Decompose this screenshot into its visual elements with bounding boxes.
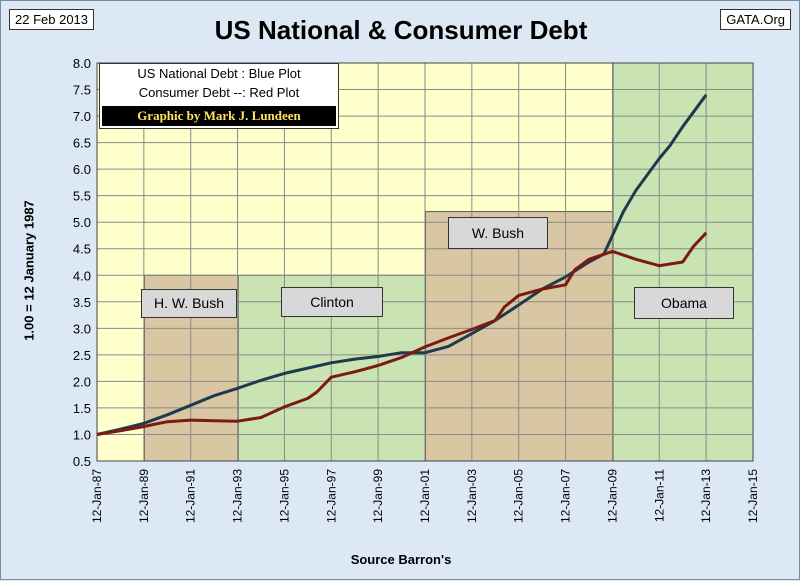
x-tick-label: 12-Jan-87 xyxy=(90,469,104,523)
y-tick-label: 8.0 xyxy=(73,56,91,71)
y-tick-label: 5.5 xyxy=(73,189,91,204)
y-tick-label: 4.5 xyxy=(73,242,91,257)
consumer-debt-line xyxy=(96,231,708,436)
y-tick-label: 1.0 xyxy=(73,427,91,442)
y-tick-label: 1.5 xyxy=(73,401,91,416)
legend-national-debt: US National Debt : Blue Plot xyxy=(137,66,301,81)
y-tick-label: 5.0 xyxy=(73,215,91,230)
period-label-clinton: Clinton xyxy=(281,287,383,317)
y-tick-label: 7.0 xyxy=(73,109,91,124)
y-tick-label: 7.5 xyxy=(73,83,91,98)
y-tick-label: 3.0 xyxy=(73,321,91,336)
graphic-credit: Graphic by Mark J. Lundeen xyxy=(102,106,336,126)
legend-box: US National Debt : Blue Plot Consumer De… xyxy=(99,63,339,129)
period-label-obama: Obama xyxy=(634,287,734,319)
x-tick-label: 12-Jan-03 xyxy=(465,469,479,523)
x-tick-label: 12-Jan-91 xyxy=(184,469,198,523)
x-tick-label: 12-Jan-13 xyxy=(699,469,713,523)
x-tick-label: 12-Jan-99 xyxy=(371,469,385,523)
x-axis-label: Source Barron's xyxy=(350,552,452,567)
x-tick-label: 12-Jan-01 xyxy=(418,469,432,523)
x-tick-label: 12-Jan-15 xyxy=(746,469,760,523)
y-tick-label: 3.5 xyxy=(73,295,91,310)
x-tick-label: 12-Jan-11 xyxy=(652,469,666,522)
y-tick-label: 4.0 xyxy=(73,268,91,283)
x-tick-label: 12-Jan-09 xyxy=(605,469,619,523)
legend-consumer-debt: Consumer Debt --: Red Plot xyxy=(138,85,300,100)
x-tick-label: 12-Jan-95 xyxy=(277,469,291,523)
plot-border xyxy=(96,62,754,462)
source-tag: GATA.Org xyxy=(720,9,791,30)
x-tick-label: 12-Jan-07 xyxy=(559,469,573,523)
period-label-hw-bush: H. W. Bush xyxy=(141,289,237,318)
y-tick-label: 2.5 xyxy=(73,348,91,363)
national-debt-line xyxy=(96,93,708,436)
x-tick-label: 12-Jan-97 xyxy=(324,469,338,523)
date-tag: 22 Feb 2013 xyxy=(9,9,95,30)
x-tick-label: 12-Jan-93 xyxy=(231,469,245,523)
x-tick-label: 12-Jan-89 xyxy=(137,469,151,523)
y-axis-label: 1.00 = 12 January 1987 xyxy=(21,200,37,341)
y-tick-label: 6.0 xyxy=(73,162,91,177)
y-tick-label: 2.0 xyxy=(73,374,91,389)
chart-title: US National & Consumer Debt xyxy=(214,15,588,45)
period-label-w-bush: W. Bush xyxy=(448,217,548,249)
x-tick-label: 12-Jan-05 xyxy=(512,469,526,523)
y-tick-label: 0.5 xyxy=(73,454,91,469)
y-tick-label: 6.5 xyxy=(73,136,91,151)
